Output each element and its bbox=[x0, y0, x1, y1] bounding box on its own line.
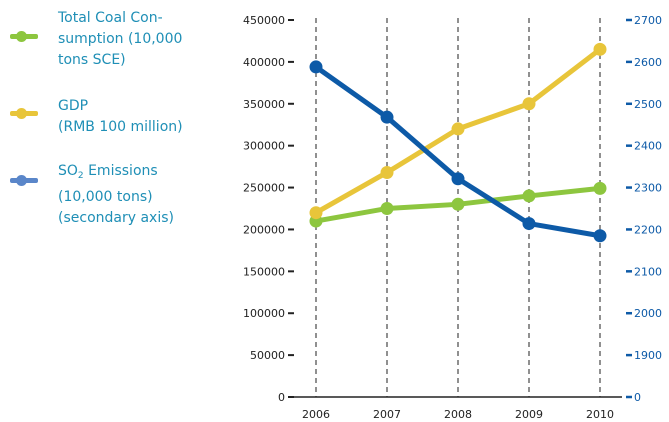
legend-label-so2-line-2: (10,000 tons) bbox=[58, 189, 153, 205]
point-so2-2008 bbox=[451, 172, 465, 186]
y-tick-label-50000: 50000 bbox=[250, 349, 285, 362]
y-tick-label-250000: 250000 bbox=[243, 182, 285, 195]
legend-marker-so2 bbox=[16, 175, 27, 186]
legend-label-gdp-line-2: (RMB 100 million) bbox=[58, 119, 183, 135]
legend: Total Coal Con- sumption (10,000 tons SC… bbox=[0, 0, 230, 422]
y2-tick-label-2400: 2400 bbox=[634, 140, 662, 153]
y-tick-label-100000: 100000 bbox=[243, 307, 285, 320]
y-tick-label-350000: 350000 bbox=[243, 98, 285, 111]
y-tick-label-300000: 300000 bbox=[243, 140, 285, 153]
y2-tick-label-2500: 2500 bbox=[634, 98, 662, 111]
legend-swatch-coal bbox=[10, 31, 38, 42]
x-tick-label-2006: 2006 bbox=[302, 408, 330, 421]
point-gdp-2006 bbox=[309, 206, 323, 220]
y2-tick-label-2600: 2600 bbox=[634, 56, 662, 69]
legend-marker-gdp bbox=[16, 108, 27, 119]
y2-tick-label-2300: 2300 bbox=[634, 182, 662, 195]
y-tick-label-400000: 400000 bbox=[243, 56, 285, 69]
y2-tick-label-2100: 2100 bbox=[634, 265, 662, 278]
point-so2-2010 bbox=[593, 229, 607, 243]
point-gdp-2009 bbox=[522, 97, 536, 111]
x-tick-label-2009: 2009 bbox=[515, 408, 543, 421]
legend-swatch-gdp bbox=[10, 108, 38, 119]
legend-label-coal-line-3: tons SCE) bbox=[58, 52, 126, 68]
legend-marker-coal bbox=[16, 31, 27, 42]
point-so2-2009 bbox=[522, 217, 536, 231]
legend-label-so2-subscript: 2 bbox=[77, 171, 84, 181]
legend-label-gdp: GDP (RMB 100 million) bbox=[58, 96, 226, 138]
x-tick-label-2010: 2010 bbox=[586, 408, 614, 421]
series-layer bbox=[309, 42, 607, 243]
point-coal-2009 bbox=[522, 189, 536, 203]
point-coal-2010 bbox=[593, 181, 607, 195]
legend-label-so2-line-1: SO2 Emissions bbox=[58, 161, 226, 187]
x-tick-label-2008: 2008 bbox=[444, 408, 472, 421]
legend-label-coal-line-2: sumption (10,000 bbox=[58, 31, 183, 47]
axes-layer: 2006 2007 2008 2009 2010 0 50000 100000 150000 20… bbox=[243, 14, 662, 421]
legend-label-coal-line-1: Total Coal Con- bbox=[58, 10, 163, 26]
legend-swatch-so2 bbox=[10, 175, 38, 186]
x-tick-label-2007: 2007 bbox=[373, 408, 401, 421]
legend-label-coal: Total Coal Con- sumption (10,000 tons SC… bbox=[58, 8, 226, 71]
point-so2-2007 bbox=[380, 110, 394, 124]
point-gdp-2010 bbox=[593, 42, 607, 56]
point-so2-2006 bbox=[309, 60, 323, 74]
point-gdp-2007 bbox=[380, 165, 394, 179]
y-tick-label-450000: 450000 bbox=[243, 14, 285, 27]
y-tick-label-200000: 200000 bbox=[243, 223, 285, 236]
y2-tick-label-2200: 2200 bbox=[634, 223, 662, 236]
y-tick-label-150000: 150000 bbox=[243, 265, 285, 278]
y2-tick-label-0: 0 bbox=[634, 391, 641, 404]
y2-tick-label-2000: 2000 bbox=[634, 307, 662, 320]
legend-label-so2-prefix: SO bbox=[58, 163, 78, 179]
point-coal-2008 bbox=[451, 197, 465, 211]
legend-label-so2: SO2 Emissions (10,000 tons) (secondary a… bbox=[58, 161, 226, 229]
point-coal-2007 bbox=[380, 202, 394, 215]
point-gdp-2008 bbox=[451, 122, 465, 136]
y-tick-label-0: 0 bbox=[278, 391, 285, 404]
legend-label-so2-line-3: (secondary axis) bbox=[58, 210, 174, 226]
legend-label-gdp-line-1: GDP bbox=[58, 98, 89, 114]
y2-tick-label-2700: 2700 bbox=[634, 14, 662, 27]
legend-label-so2-suffix: Emissions bbox=[83, 163, 158, 179]
y2-tick-label-1900: 1900 bbox=[634, 349, 662, 362]
